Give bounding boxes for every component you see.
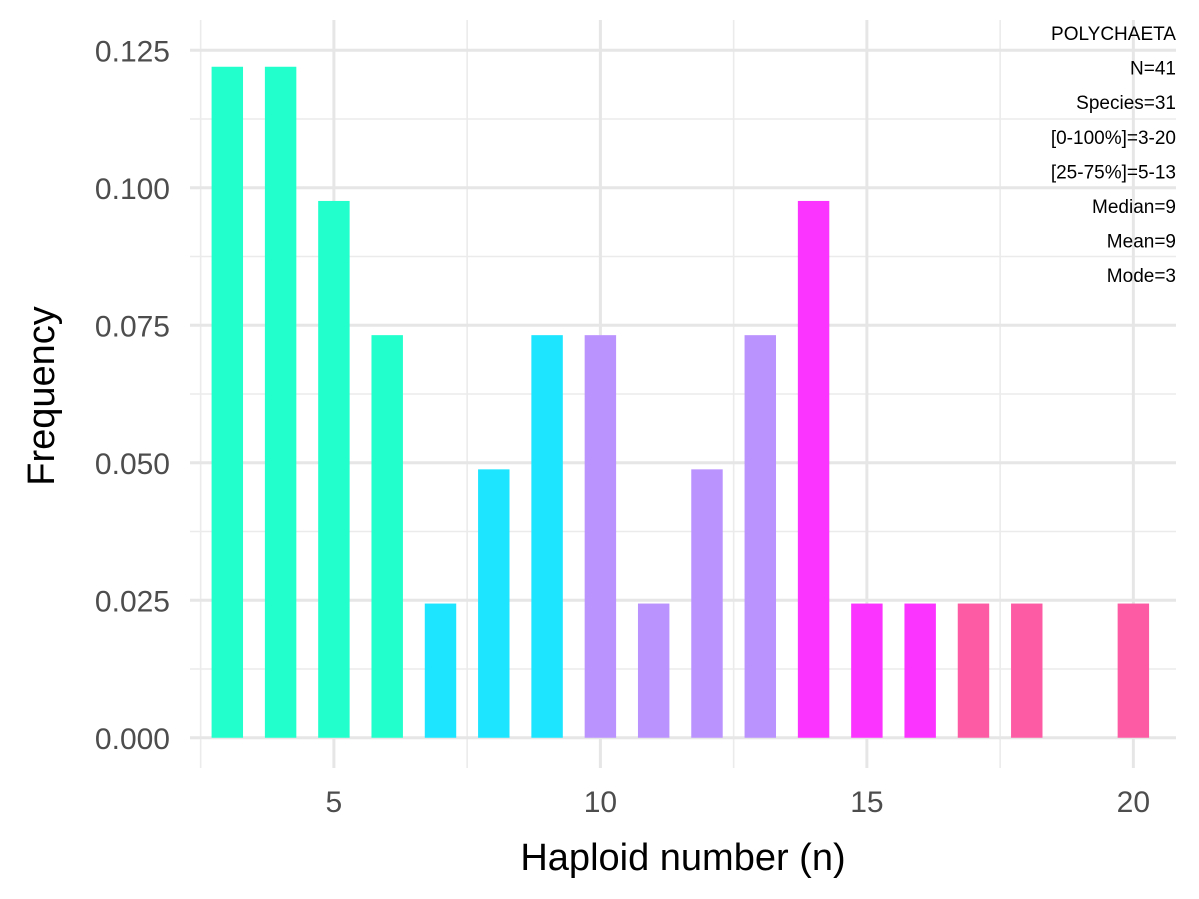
annotation-line: [25-75%]=5-13 [1051,162,1176,183]
x-tick-label: 10 [584,786,617,819]
histogram-bar [957,603,990,738]
y-tick-label: 0.025 [95,585,170,618]
x-tick-label: 20 [1117,786,1150,819]
histogram-bar [904,603,936,738]
x-tick-label: 15 [850,786,883,819]
histogram-bar [264,66,297,738]
y-tick-labels: 0.000 0.025 0.050 0.075 0.100 0.125 [95,35,170,756]
histogram-bar [424,603,457,738]
annotation-line: Species=31 [1076,93,1176,114]
bars [211,66,1150,738]
histogram-bar [851,603,883,738]
y-tick-label: 0.075 [95,310,170,343]
histogram-bar [584,335,617,738]
x-tick-label: 5 [326,786,343,819]
histogram-bar [531,335,563,738]
annotation-line: [0-100%]=3-20 [1051,128,1176,149]
y-tick-label: 0.125 [95,35,170,68]
y-tick-label: 0.100 [95,173,170,206]
annotation-line: POLYCHAETA [1051,24,1176,45]
histogram-bar [797,200,830,738]
histogram-bar [478,469,510,738]
histogram-bar [637,603,670,738]
histogram-bar [691,469,723,738]
x-axis-title: Haploid number (n) [520,837,845,879]
histogram-bar [371,335,403,738]
histogram-bar [318,200,350,738]
annotation-line: N=41 [1130,59,1176,80]
y-axis-title: Frequency [21,306,63,486]
histogram-bar [1117,603,1150,738]
y-tick-label: 0.000 [95,723,170,756]
y-tick-label: 0.050 [95,448,170,481]
x-tick-labels: 5 10 15 20 [326,786,1150,819]
histogram-bar [744,335,777,738]
summary-annotations: POLYCHAETA N=41 Species=31 [0-100%]=3-20 [25… [1051,24,1176,287]
annotation-line: Mode=3 [1107,266,1176,287]
histogram-bar [211,66,244,738]
annotation-line: Mean=9 [1107,232,1176,253]
annotation-line: Median=9 [1092,197,1176,218]
histogram-bar [1011,603,1043,738]
